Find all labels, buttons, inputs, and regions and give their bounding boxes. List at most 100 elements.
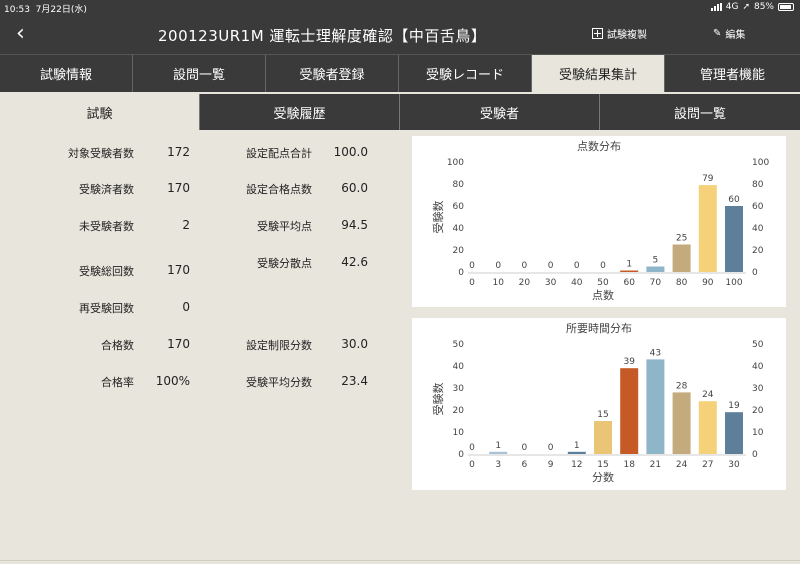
y-tick-label-left: 40 [453, 362, 465, 372]
tab-question-list[interactable]: 設問一覧 [133, 55, 266, 92]
bar-value-label: 39 [623, 357, 635, 367]
x-axis-label: 点数 [592, 289, 614, 302]
stat-time-limit-value: 30.0 [341, 337, 368, 351]
stat-avg-score-value: 94.5 [341, 218, 368, 232]
bar-value-label: 24 [702, 390, 714, 400]
x-tick-label: 24 [676, 460, 688, 470]
stat-target-label: 対象受験者数 [68, 147, 134, 160]
location-icon: ➚ [742, 2, 750, 12]
y-tick-label-right: 30 [752, 384, 764, 394]
y-tick-label-left: 100 [447, 158, 464, 168]
edit-button[interactable]: ✎ 編集 [713, 26, 745, 41]
stat-retake-value: 0 [182, 300, 190, 314]
bar [594, 421, 612, 454]
y-axis-label: 受験数 [431, 201, 445, 234]
subtab-history[interactable]: 受験履歴 [200, 94, 400, 130]
stat-not-done-value: 2 [182, 218, 190, 232]
bar-value-label: 0 [574, 261, 580, 271]
x-axis-label: 分数 [592, 471, 614, 484]
subtab-examinees[interactable]: 受験者 [400, 94, 600, 130]
stat-pass-count-value: 170 [167, 337, 190, 351]
bar [672, 244, 691, 272]
copy-exam-label: 試験複製 [607, 30, 647, 41]
stat-variance-label: 受験分散点 [257, 257, 312, 270]
copy-exam-button[interactable]: 試験複製 [592, 26, 647, 41]
subtab-exam[interactable]: 試験 [0, 94, 200, 130]
y-tick-label-left: 0 [458, 450, 464, 460]
y-tick-label-right: 40 [752, 362, 764, 372]
stat-pass-rate-value: 100% [155, 374, 190, 388]
stat-done-label: 受験済者数 [79, 183, 134, 196]
x-tick-label: 70 [650, 278, 662, 288]
stat-total-attempts-value: 170 [167, 263, 190, 277]
stat-avg-time-value: 23.4 [341, 374, 368, 388]
stat-pass-score-value: 60.0 [341, 181, 368, 195]
bottom-divider [0, 560, 800, 561]
x-tick-label: 40 [571, 278, 583, 288]
bar [489, 451, 508, 454]
stat-not-done-label: 未受験者数 [79, 220, 134, 233]
bar-value-label: 43 [650, 348, 661, 358]
bar-value-label: 1 [574, 441, 580, 451]
tab-results-summary[interactable]: 受験結果集計 [532, 55, 665, 92]
x-tick-label: 15 [597, 460, 608, 470]
copy-icon [592, 28, 603, 39]
y-tick-label-right: 10 [752, 428, 764, 438]
bar-value-label: 28 [676, 381, 688, 391]
status-time-date: 10:53 7月22日(水) [4, 2, 87, 15]
stat-pass-score-label: 設定合格点数 [246, 183, 312, 196]
bar-value-label: 5 [653, 256, 659, 266]
bar [620, 368, 639, 454]
subtab-questions[interactable]: 設問一覧 [600, 94, 800, 130]
stat-score-total-value: 100.0 [333, 145, 368, 159]
stat-variance-value: 42.6 [341, 255, 368, 269]
sub-tab-bar: 試験 受験履歴 受験者 設問一覧 [0, 94, 800, 130]
y-tick-label-right: 0 [752, 450, 758, 460]
bar [672, 392, 691, 454]
bar [646, 266, 665, 272]
y-axis-label: 受験数 [431, 383, 445, 416]
y-tick-label-left: 80 [453, 180, 465, 190]
bar-value-label: 15 [597, 410, 608, 420]
x-tick-label: 30 [545, 278, 557, 288]
page-title: 200123UR1M 運転士理解度確認【中百舌鳥】 [158, 27, 487, 45]
y-tick-label-left: 0 [458, 268, 464, 278]
bar-value-label: 0 [522, 261, 528, 271]
y-tick-label-left: 20 [453, 406, 465, 416]
bar-value-label: 0 [495, 261, 501, 271]
tab-admin[interactable]: 管理者機能 [699, 68, 765, 83]
y-tick-label-right: 100 [752, 158, 769, 168]
header-bar: ‹ 200123UR1M 運転士理解度確認【中百舌鳥】 試験複製 ✎ 編集 [0, 16, 800, 54]
x-tick-label: 3 [495, 460, 501, 470]
tab-examinee-registration[interactable]: 受験者登録 [266, 55, 399, 92]
tab-exam-info[interactable]: 試験情報 [0, 55, 133, 92]
stat-avg-score-label: 受験平均点 [257, 220, 312, 233]
stat-done-value: 170 [167, 181, 190, 195]
y-tick-label-right: 80 [752, 180, 764, 190]
y-tick-label-left: 40 [453, 224, 465, 234]
stat-score-total-label: 設定配点合計 [246, 147, 312, 160]
y-tick-label-right: 50 [752, 340, 764, 350]
y-tick-label-right: 20 [752, 406, 764, 416]
x-tick-label: 0 [469, 278, 475, 288]
bar-value-label: 25 [676, 234, 687, 244]
x-tick-label: 50 [597, 278, 609, 288]
bar [646, 359, 665, 454]
status-time: 10:53 [4, 5, 30, 15]
time-distribution-chart: 所要時間分布 0 0 10 10 20 20 30 30 40 40 50 50 0 0 1 3 0 6 0 9 1 12 1… [412, 318, 786, 490]
back-chevron-icon[interactable]: ‹ [16, 21, 25, 46]
bar-value-label: 0 [548, 443, 554, 453]
y-tick-label-right: 0 [752, 268, 758, 278]
x-tick-label: 27 [702, 460, 713, 470]
signal-icon [710, 3, 722, 11]
battery-label: 85% [753, 2, 774, 12]
x-tick-label: 100 [725, 278, 742, 288]
stat-pass-count-label: 合格数 [101, 339, 134, 352]
bar-value-label: 0 [469, 261, 475, 271]
x-tick-label: 0 [469, 460, 475, 470]
main-tab-bar: 試験情報 設問一覧 受験者登録 受験レコード 受験結果集計 管理者機能 [0, 54, 800, 92]
bar-value-label: 60 [728, 195, 740, 205]
tab-exam-records[interactable]: 受験レコード [399, 55, 532, 92]
